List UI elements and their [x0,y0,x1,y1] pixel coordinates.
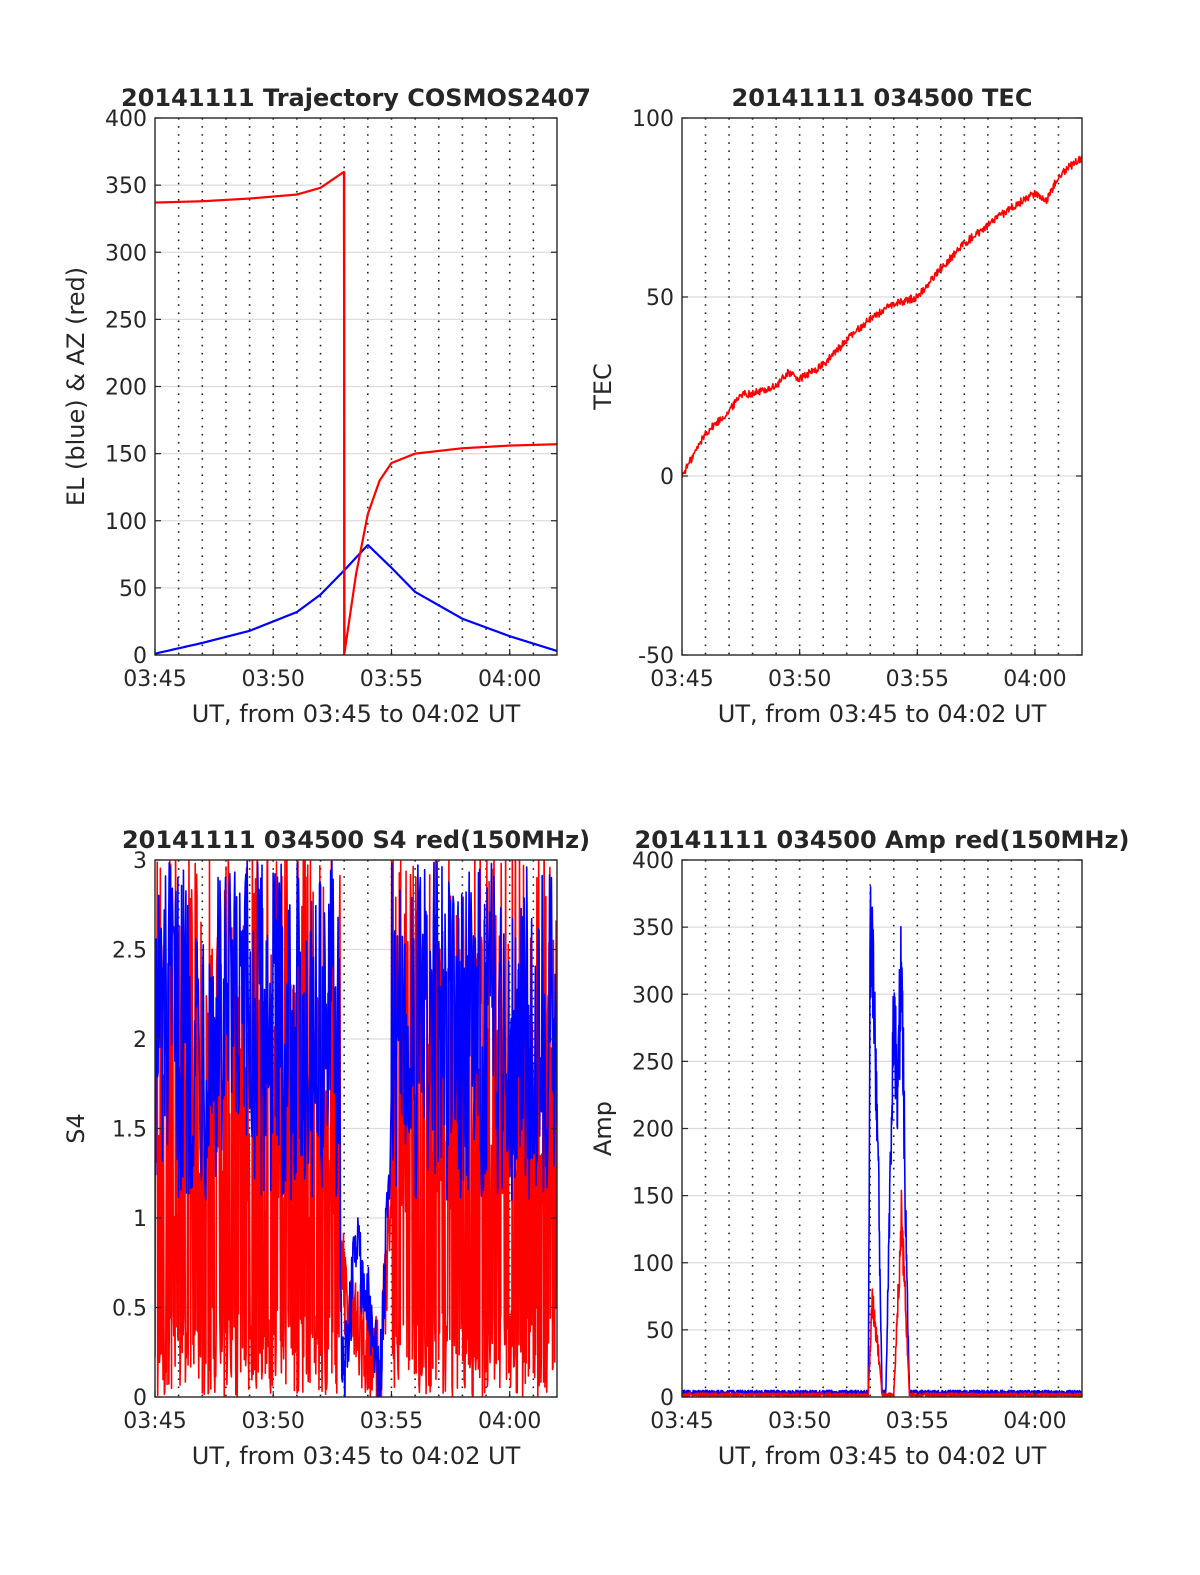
x-tick-label: 04:00 [1003,667,1066,692]
chart-panel-2: -50 0 50 100 03:45 03:50 03:55 04:00 20141111 03… [589,84,1083,728]
y-tick-label: 250 [632,1050,674,1075]
y-tick-label: 200 [105,376,147,401]
x-tick-label: 04:00 [478,1409,541,1434]
x-tick-label: 03:45 [123,1409,186,1434]
x-tick-label: 03:55 [886,1409,949,1434]
chart-title: 20141111 034500 S4 red(150MHz) [122,826,590,854]
x-axis-label: UT, from 03:45 to 04:02 UT [718,700,1047,728]
x-axis-label: UT, from 03:45 to 04:02 UT [718,1442,1047,1470]
series-line-1 [155,544,557,655]
y-tick-label: 200 [632,1118,674,1143]
series-layer [682,155,1082,479]
x-tick-label: 03:45 [123,667,186,692]
series-line-1 [155,860,557,1397]
series-layer [155,860,557,1397]
y-tick-label: 250 [105,308,147,333]
y-tick-label: 3 [133,849,147,874]
y-tick-label: 100 [632,107,674,132]
series-line-2 [155,170,557,654]
y-tick-label: 150 [632,1185,674,1210]
y-tick-label: 350 [105,174,147,199]
axes-box [681,117,1083,656]
y-tick-label: 50 [646,1319,674,1344]
series-line-2 [155,860,557,1397]
x-tick-label: 03:50 [242,1409,305,1434]
series-line-1 [682,885,1082,1396]
y-tick-label: 1.5 [112,1118,147,1143]
y-tick-label: 50 [119,577,147,602]
series-layer [155,170,557,655]
y-tick-label: 50 [646,286,674,311]
x-tick-label: 03:55 [360,1409,423,1434]
x-axis-label: UT, from 03:45 to 04:02 UT [192,1442,521,1470]
x-tick-label: 03:50 [768,667,831,692]
chart-title: 20141111 Trajectory COSMOS2407 [121,84,591,112]
y-axis-label: Amp [589,1101,617,1156]
chart-panel-3: 0 0.5 1 1.5 2 2.5 3 03:45 03:50 03:55 04:00 2014111… [62,826,590,1470]
y-tick-label: 300 [632,983,674,1008]
y-tick-label: -50 [638,644,674,669]
chart-title: 20141111 034500 TEC [732,84,1033,112]
y-tick-label: 150 [105,443,147,468]
chart-panel-1: 0 50 100 150 200 250 300 350 400 03:45 03:50 03:55 0… [62,84,591,728]
series-layer [682,885,1082,1397]
y-tick-label: 100 [632,1252,674,1277]
x-tick-label: 04:00 [478,667,541,692]
y-tick-label: 400 [632,849,674,874]
x-tick-label: 03:50 [242,667,305,692]
x-axis-label: UT, from 03:45 to 04:02 UT [192,700,521,728]
chart-title: 20141111 034500 Amp red(150MHz) [635,826,1130,854]
x-tick-label: 03:55 [886,667,949,692]
series-line-1 [682,155,1082,479]
x-tick-label: 03:45 [650,1409,713,1434]
y-tick-label: 100 [105,510,147,535]
y-tick-label: 400 [105,107,147,132]
chart-panel-4: 0 50 100 150 200 250 300 350 400 03:45 03:50 03:55 0… [589,826,1129,1470]
y-tick-label: 0 [133,1386,147,1411]
y-tick-label: 0 [660,1386,674,1411]
y-axis-label: TEC [589,363,617,411]
y-axis-label: S4 [62,1113,90,1144]
y-tick-label: 300 [105,241,147,266]
x-tick-label: 03:50 [768,1409,831,1434]
x-tick-label: 03:45 [650,667,713,692]
y-axis-label: EL (blue) & AZ (red) [62,267,90,506]
y-tick-label: 350 [632,916,674,941]
x-tick-label: 04:00 [1003,1409,1066,1434]
y-tick-label: 0.5 [112,1297,147,1322]
y-tick-label: 1 [133,1207,147,1232]
y-tick-label: 2 [133,1028,147,1053]
x-tick-label: 03:55 [360,667,423,692]
y-tick-label: 0 [133,644,147,669]
y-tick-label: 0 [660,465,674,490]
y-tick-label: 2.5 [112,939,147,964]
